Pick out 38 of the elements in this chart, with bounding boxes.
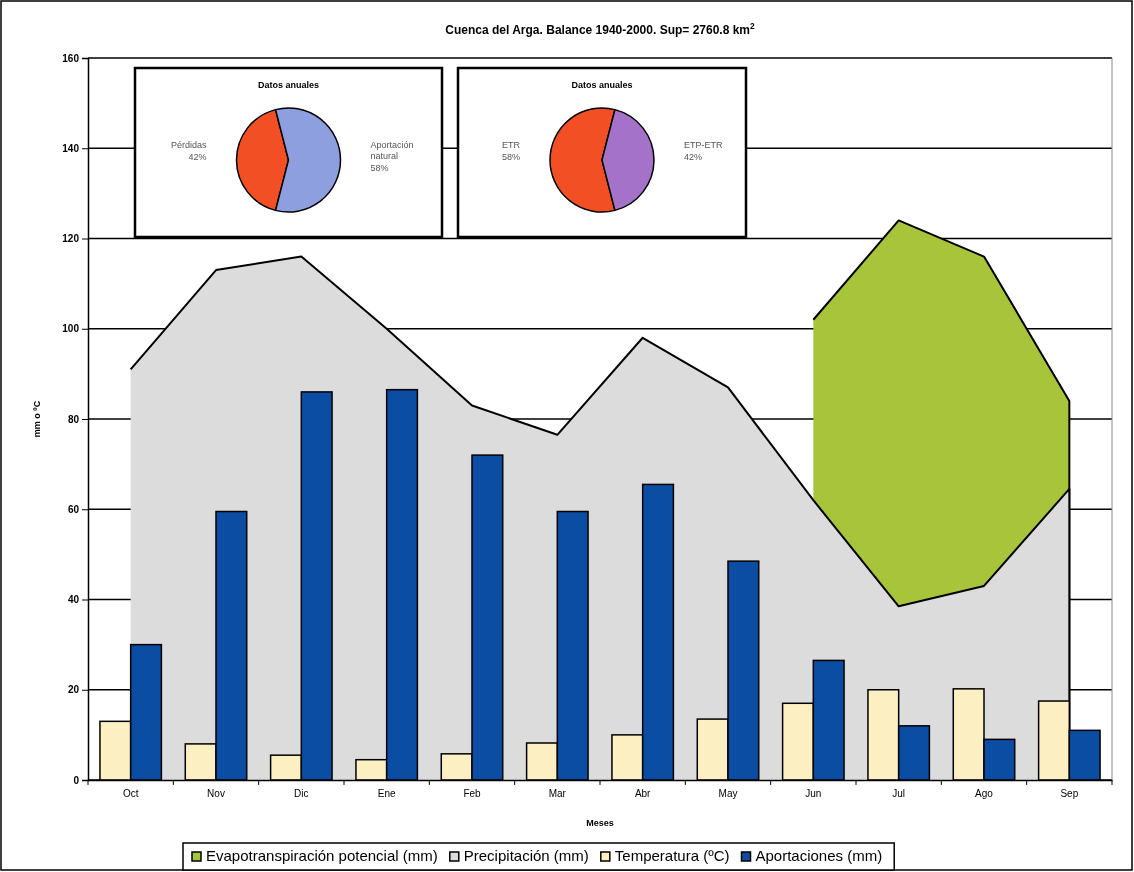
- legend-label: Precipitación (mm): [463, 847, 589, 864]
- x-axis-title: Meses: [586, 818, 614, 828]
- x-tick-label: Oct: [122, 788, 139, 800]
- chart-title: Datos anuales: [571, 80, 633, 90]
- data-label: 58%: [370, 163, 389, 173]
- x-tick-label: Ago: [975, 788, 994, 800]
- x-tick-label: Jul: [892, 788, 906, 800]
- x-tick-label: Dic: [294, 788, 309, 800]
- slice-label: ETR: [502, 140, 521, 150]
- slice-label: Pérdidas: [170, 140, 207, 150]
- slice-label: Aportación natural: [370, 140, 414, 161]
- y-tick-label: 120: [62, 233, 80, 245]
- y-axis-title: mm o ºC: [32, 400, 42, 438]
- y-tick-label: 100: [62, 323, 80, 335]
- x-tick-label: Jun: [805, 788, 822, 800]
- y-tick-label: 140: [62, 142, 80, 154]
- x-tick-label: Sep: [1060, 788, 1079, 800]
- legend-label: Temperatura (ºC): [614, 847, 730, 864]
- data-label: 42%: [684, 152, 703, 162]
- legend-label: Aportaciones (mm): [755, 847, 883, 864]
- y-tick-label: 160: [62, 52, 80, 64]
- x-tick-label: Feb: [463, 788, 482, 800]
- legend-label: Evapotranspiración potencial (mm): [206, 847, 438, 864]
- slice-label: ETP-ETR: [684, 140, 723, 150]
- y-tick-label: 60: [67, 503, 80, 515]
- y-tick-label: 0: [73, 774, 80, 786]
- data-label: 42%: [188, 152, 207, 162]
- y-tick-label: 80: [67, 413, 80, 425]
- chart-title: Datos anuales: [257, 80, 320, 90]
- x-tick-label: Abr: [634, 788, 652, 800]
- x-tick-label: Ene: [377, 788, 396, 800]
- y-tick-label: 20: [67, 684, 80, 696]
- chart-title: Cuenca del Arga. Balance 1940-2000. Sup= 2760.8 km$^{2}$: [445, 21, 756, 37]
- x-tick-label: Mar: [548, 788, 567, 800]
- x-tick-label: May: [718, 788, 738, 800]
- y-tick-label: 40: [67, 594, 80, 606]
- data-label: 58%: [501, 152, 520, 162]
- x-tick-label: Nov: [207, 788, 225, 800]
